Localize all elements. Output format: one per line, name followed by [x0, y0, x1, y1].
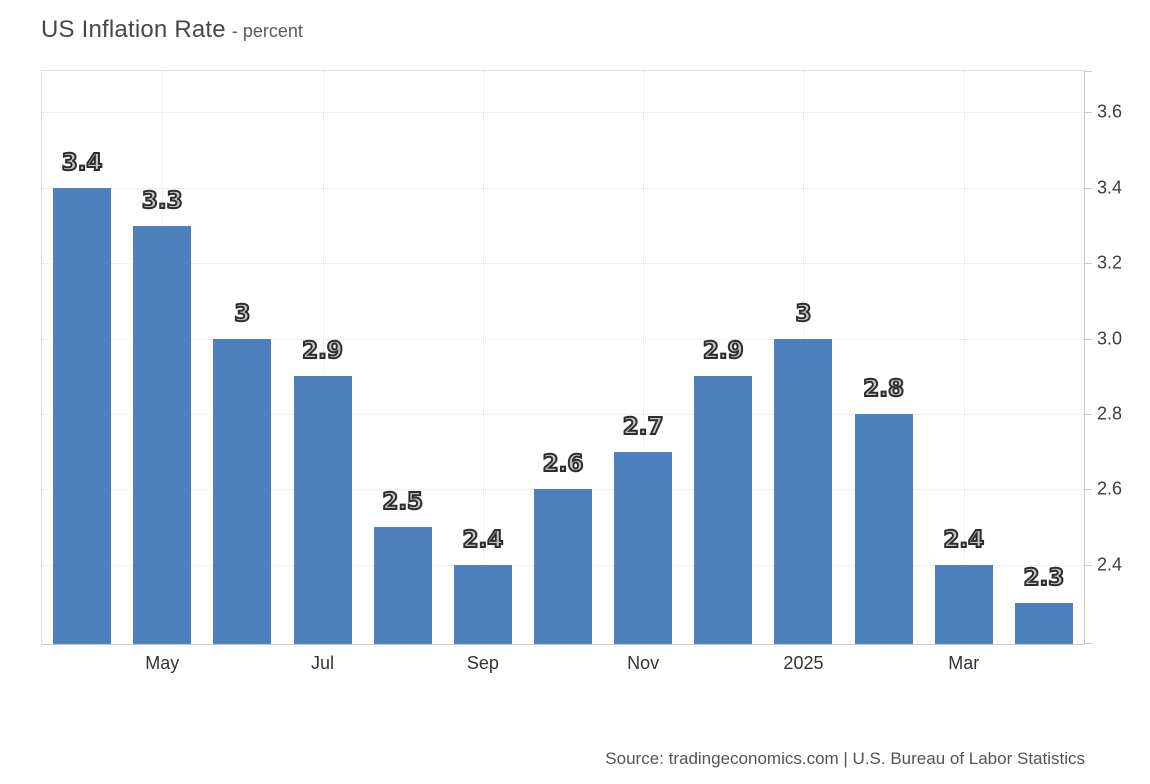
x-axis-label: May [145, 653, 180, 673]
chart-header: US Inflation Rate - percent [41, 16, 303, 44]
y-axis-tick [1084, 489, 1092, 491]
bar-value-label: 2.9 [301, 338, 344, 365]
x-axis-label: Nov [627, 653, 660, 673]
bar[interactable] [1014, 602, 1073, 644]
bar-value-label: 2.7 [622, 413, 665, 440]
y-gridline [42, 263, 1084, 265]
y-axis-label: 2.4 [1097, 554, 1123, 575]
bar-value-label: 2.9 [702, 338, 745, 365]
bar-value-label: 3 [794, 300, 812, 327]
y-axis-label: 2.8 [1097, 403, 1123, 424]
y-axis-tick [1084, 263, 1092, 265]
bar-value-label: 2.3 [1023, 564, 1066, 591]
y-gridline [42, 187, 1084, 189]
x-gridline [963, 71, 965, 644]
bar-value-label: 3 [233, 300, 251, 327]
bar[interactable] [453, 564, 512, 644]
y-axis-tick [1084, 643, 1092, 644]
bar[interactable] [694, 376, 753, 644]
page-title: US Inflation Rate [41, 16, 226, 43]
x-axis-label: 2025 [783, 653, 824, 673]
x-gridline [482, 71, 484, 644]
y-gridline [42, 112, 1084, 114]
bar[interactable] [534, 489, 592, 644]
bar-value-label: 3.4 [61, 149, 104, 176]
y-gridline [42, 414, 1084, 416]
y-axis-tick [1084, 414, 1092, 416]
bar[interactable] [133, 225, 192, 644]
source-credit: Source: tradingeconomics.com | U.S. Bure… [605, 749, 1085, 768]
y-gridline [42, 338, 1084, 340]
bar-value-label: 2.4 [942, 526, 985, 553]
y-axis-label: 3.4 [1097, 177, 1123, 198]
bar-value-label: 2.5 [381, 489, 424, 516]
bar-value-label: 3.3 [141, 187, 184, 214]
bar[interactable] [614, 451, 673, 644]
bar-value-label: 2.8 [862, 376, 905, 403]
bar[interactable] [213, 338, 272, 644]
bar[interactable] [293, 376, 352, 644]
bar-value-label: 2.4 [461, 526, 504, 553]
x-gridline [322, 71, 324, 644]
y-axis-tick [1084, 187, 1092, 189]
x-axis-label: Mar [948, 653, 980, 673]
y-axis-label: 3.0 [1097, 328, 1123, 349]
x-axis-label: Jul [311, 653, 335, 673]
bar[interactable] [774, 338, 833, 644]
x-axis-label: Sep [466, 653, 499, 673]
bar[interactable] [53, 187, 112, 644]
chart-plot-area: 3.6 3.4 3.2 3.0 2.8 2.6 2.4 May Jul Sep Nov 2025 Mar… [41, 70, 1122, 673]
y-axis-label: 3.6 [1097, 101, 1123, 122]
y-axis-tick [1084, 71, 1092, 72]
page-subtitle: - percent [231, 21, 303, 41]
y-axis-tick [1084, 564, 1092, 566]
bar[interactable] [934, 564, 993, 644]
bar[interactable] [373, 527, 432, 644]
x-gridline [643, 71, 645, 644]
bar[interactable] [854, 414, 913, 644]
y-axis-tick [1084, 112, 1092, 114]
bar-value-label: 2.6 [542, 451, 585, 478]
y-axis-tick [1084, 338, 1092, 340]
y-axis-label: 3.2 [1097, 252, 1123, 273]
y-axis-label: 2.6 [1097, 478, 1123, 499]
